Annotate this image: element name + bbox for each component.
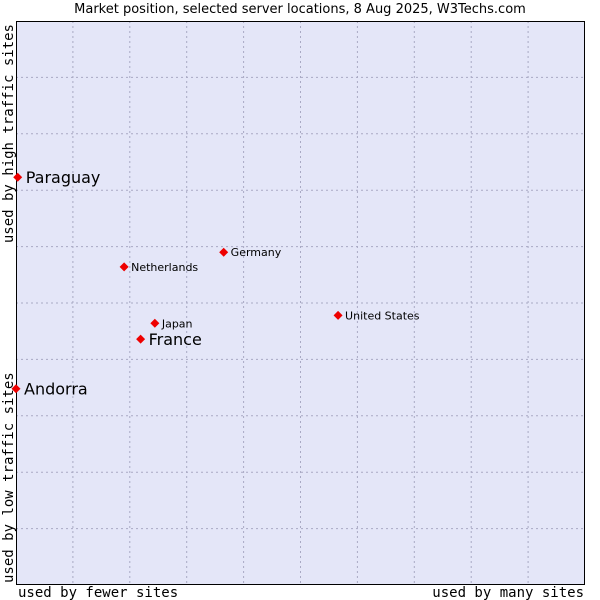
plot-frame (16, 21, 585, 585)
data-points: Paraguay Netherlands Germany United States J… (11, 168, 420, 399)
point-andorra: Andorra (11, 380, 88, 399)
point-label: Germany (231, 246, 282, 259)
y-axis-label-low-traffic: used by low traffic sites (1, 372, 17, 583)
point-label: Paraguay (26, 168, 101, 187)
point-marker (119, 262, 129, 272)
point-japan: Japan (150, 317, 193, 330)
y-axis-label-high-traffic: used by high traffic sites (1, 24, 17, 243)
grid (16, 21, 585, 585)
point-paraguay: Paraguay (13, 168, 100, 187)
point-marker (333, 310, 343, 320)
point-label: France (149, 330, 202, 349)
point-label: Andorra (24, 380, 88, 399)
point-marker (11, 384, 21, 394)
point-marker (13, 172, 23, 182)
point-germany: Germany (219, 246, 282, 259)
point-marker (219, 247, 229, 257)
point-netherlands: Netherlands (119, 261, 198, 274)
point-marker (136, 334, 146, 344)
point-united-states: United States (333, 309, 420, 322)
x-axis-label-fewer-sites: used by fewer sites (18, 585, 178, 600)
point-marker (150, 318, 160, 328)
point-label: Japan (161, 317, 193, 330)
chart-title: Market position, selected server locatio… (74, 2, 526, 17)
x-axis-label-many-sites: used by many sites (432, 585, 584, 600)
point-label: Netherlands (131, 261, 198, 274)
point-label: United States (345, 309, 420, 322)
point-france: France (136, 330, 202, 349)
